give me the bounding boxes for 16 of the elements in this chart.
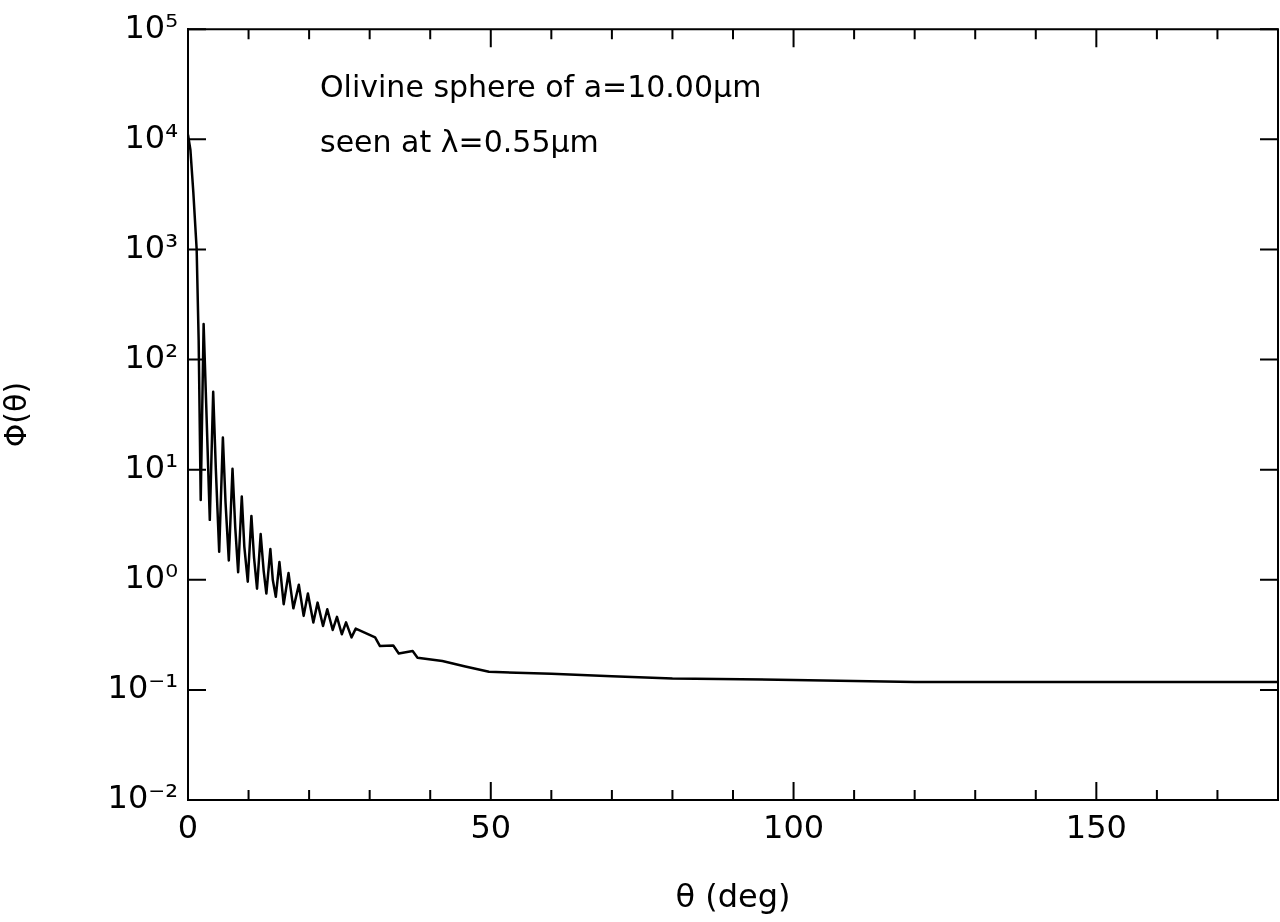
x-tick-label: 0 [177,808,199,847]
y-tick-label: 10⁻¹ [107,668,178,707]
y-tick-label: 10⁴ [124,117,178,156]
x-tick-label: 100 [763,808,825,847]
annotation: Olivine sphere of a=10.00μm [320,69,762,104]
y-tick-label: 10¹ [124,447,178,486]
y-tick-label: 10² [124,337,178,376]
y-tick-label: 10⁻² [107,778,178,817]
y-tick-label: 10⁰ [124,558,178,597]
x-tick-label: 150 [1065,808,1127,847]
y-tick-label: 10⁵ [124,7,178,46]
x-axis-title: θ (deg) [675,877,791,916]
y-axis-title: Φ(θ) [0,381,33,448]
x-tick-label: 50 [470,808,512,847]
annotation: seen at λ=0.55μm [320,124,599,159]
y-tick-label: 10³ [124,227,178,266]
